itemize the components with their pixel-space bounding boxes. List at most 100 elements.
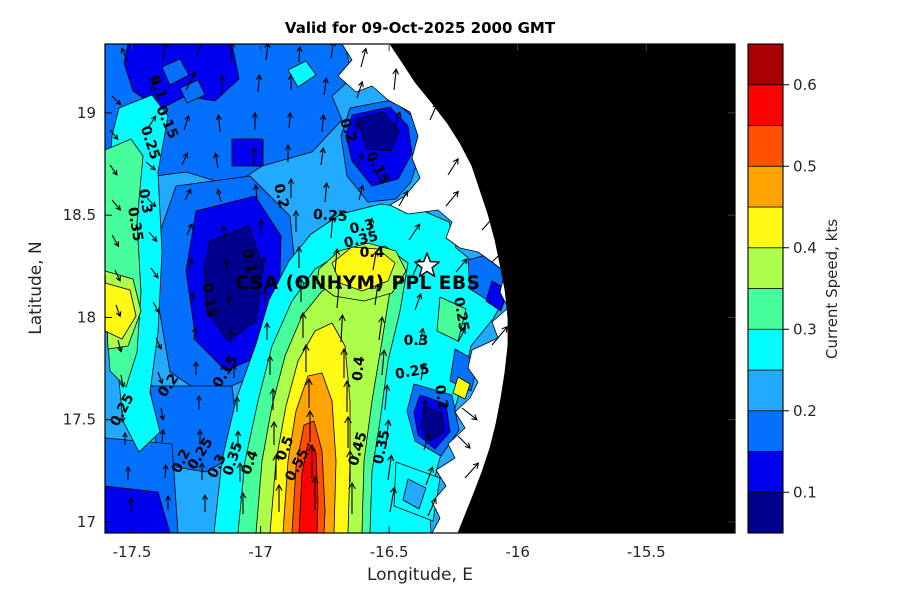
current-arrow xyxy=(374,283,381,306)
colorbar-label: Current Speed, kts xyxy=(823,219,841,359)
current-arrow xyxy=(344,415,352,448)
current-arrow xyxy=(115,304,122,318)
contour-band-0.10-0.15 xyxy=(105,485,171,533)
current-arrow xyxy=(464,462,480,479)
current-arrow xyxy=(188,257,194,271)
contour-band-0.40-0.45 xyxy=(105,282,137,340)
contour-label: 0.3 xyxy=(404,333,429,349)
current-arrow xyxy=(226,294,232,308)
current-arrow xyxy=(384,419,392,446)
current-arrow xyxy=(185,71,197,91)
current-arrow xyxy=(387,454,395,481)
current-arrow xyxy=(455,258,468,273)
current-arrow xyxy=(191,326,198,341)
contour-label: 0.3 xyxy=(348,217,376,238)
star-marker xyxy=(413,252,441,278)
axis-ticks: -17.5 -17 -16.5 -16 -15.5 17 17.5 18 18.5 19 xyxy=(63,44,735,561)
current-arrow xyxy=(389,486,397,513)
current-arrow xyxy=(425,466,434,486)
current-arrow xyxy=(152,301,160,314)
current-arrow xyxy=(196,394,202,410)
current-arrow xyxy=(306,409,314,442)
current-arrow xyxy=(308,443,316,478)
current-arrow xyxy=(272,453,280,480)
contour-band-0.40-0.45 xyxy=(331,246,396,292)
colorbar-segment xyxy=(747,165,784,208)
current-arrow xyxy=(119,374,126,388)
current-arrow xyxy=(215,113,222,133)
current-arrow xyxy=(221,224,227,239)
current-arrow xyxy=(236,461,244,482)
current-arrow xyxy=(269,387,277,410)
current-arrow xyxy=(150,267,159,279)
current-arrow xyxy=(183,114,191,131)
contour-band-0.30-0.35 xyxy=(105,138,144,388)
current-arrow xyxy=(372,250,379,271)
current-arrow xyxy=(491,325,509,346)
current-arrow xyxy=(408,223,421,241)
current-arrow xyxy=(263,321,271,340)
current-arrow xyxy=(380,348,388,376)
current-arrow xyxy=(461,407,478,421)
current-arrow xyxy=(157,371,164,385)
colorbar-segment xyxy=(747,43,784,86)
contour-label: 0.1 xyxy=(239,247,260,275)
current-arrow xyxy=(286,111,293,129)
contour-band-0.15-0.20 xyxy=(179,79,206,104)
current-arrow xyxy=(266,354,274,375)
contour-band-0.05-0.10 xyxy=(203,225,264,342)
current-arrow xyxy=(128,496,134,512)
current-arrow xyxy=(234,395,240,412)
y-tick-label: 18.5 xyxy=(63,206,96,224)
current-arrow xyxy=(305,377,313,408)
current-arrow xyxy=(165,494,171,510)
current-arrow xyxy=(186,222,193,236)
colorbar-tick-label: 0.6 xyxy=(793,76,817,94)
current-arrow xyxy=(155,337,162,350)
x-tick-label: -16.5 xyxy=(370,543,409,561)
contour-band-0.05-0.10 xyxy=(420,406,445,442)
current-arrow xyxy=(445,190,459,207)
star-icon xyxy=(413,252,441,278)
current-arrow xyxy=(356,80,364,99)
contour-label: 0.35 xyxy=(371,429,394,466)
current-arrow xyxy=(181,152,189,166)
current-arrow xyxy=(159,428,166,443)
site-annotation: CSA (ONHYM) PPL EBS xyxy=(236,252,480,294)
current-arrow xyxy=(295,245,303,268)
current-arrow xyxy=(338,313,346,343)
current-arrow xyxy=(256,73,263,93)
current-arrow xyxy=(296,45,303,63)
current-arrow xyxy=(149,77,158,93)
current-arrow xyxy=(297,277,305,302)
current-arrow xyxy=(114,269,121,282)
current-arrow xyxy=(201,493,209,512)
colorbar-segment xyxy=(747,451,784,493)
current-arrow xyxy=(358,184,365,201)
current-arrow xyxy=(392,67,399,91)
current-arrow xyxy=(162,463,169,479)
current-arrow xyxy=(275,483,283,512)
contour-band-0.15-0.20 xyxy=(161,58,190,86)
colorbar-segment xyxy=(747,328,784,371)
contour-label: 0.35 xyxy=(342,228,379,251)
colorbar-tick-label: 0.3 xyxy=(793,320,817,338)
current-arrow xyxy=(457,435,471,449)
current-arrow xyxy=(228,44,236,63)
current-arrow xyxy=(329,215,336,239)
current-arrow xyxy=(109,164,118,176)
contour-band-0.20-0.25 xyxy=(402,478,427,510)
current-arrow xyxy=(213,152,220,169)
current-arrow xyxy=(340,347,348,378)
current-arrow xyxy=(251,111,259,130)
current-arrow xyxy=(119,409,126,424)
current-arrow xyxy=(145,161,157,171)
current-arrow xyxy=(234,429,242,448)
contour-label: 0.25 xyxy=(312,207,348,225)
current-arrow xyxy=(320,113,327,133)
current-arrow xyxy=(216,188,222,203)
current-arrow xyxy=(360,47,368,68)
colorbar-segment xyxy=(747,491,784,534)
current-arrow xyxy=(383,383,391,411)
